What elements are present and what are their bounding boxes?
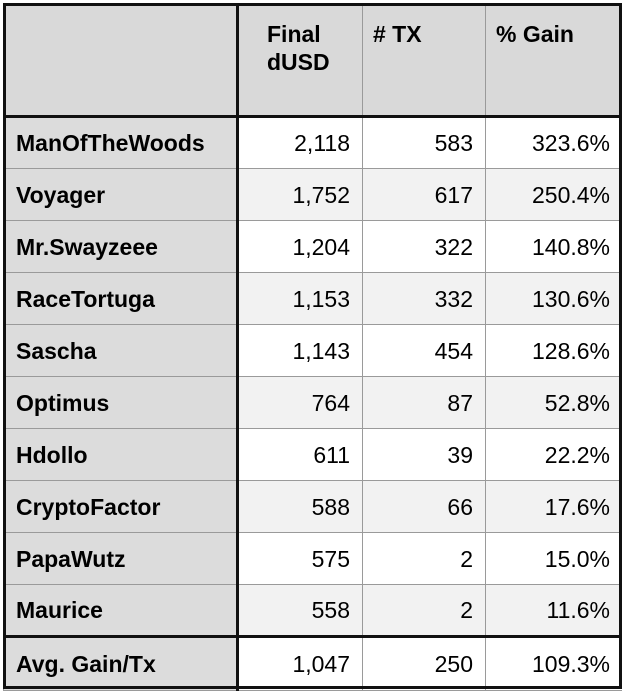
row-gain-percent: 130.6%	[485, 272, 622, 325]
row-gain-percent: 17.6%	[485, 480, 622, 533]
row-name: Maurice	[3, 584, 239, 637]
row-gain-percent: 140.8%	[485, 220, 622, 273]
row-tx-count: 66	[362, 480, 486, 533]
footer-row: Avg. Gain/Tx 1,047 250 109.3%	[3, 635, 622, 691]
table-row: Sascha 1,143 454 128.6%	[3, 324, 622, 377]
table-row: Optimus 764 87 52.8%	[3, 376, 622, 429]
row-final-dusd: 588	[237, 480, 363, 533]
row-tx-count: 332	[362, 272, 486, 325]
footer-tx: 250	[362, 635, 486, 691]
row-tx-count: 617	[362, 168, 486, 221]
row-name: Voyager	[3, 168, 239, 221]
header-final-dusd: Final dUSD	[237, 3, 363, 118]
row-final-dusd: 611	[237, 428, 363, 481]
row-tx-count: 2	[362, 584, 486, 637]
row-tx-count: 2	[362, 532, 486, 585]
row-name: Sascha	[3, 324, 239, 377]
row-name: Optimus	[3, 376, 239, 429]
footer-label: Avg. Gain/Tx	[3, 635, 239, 691]
footer-gain: 109.3%	[485, 635, 622, 691]
header-tx: # TX	[362, 3, 486, 118]
row-name: ManOfTheWoods	[3, 116, 239, 169]
row-gain-percent: 15.0%	[485, 532, 622, 585]
results-table: Final dUSD # TX % Gain ManOfTheWoods 2,11…	[3, 3, 622, 691]
row-final-dusd: 764	[237, 376, 363, 429]
row-gain-percent: 128.6%	[485, 324, 622, 377]
row-gain-percent: 323.6%	[485, 116, 622, 169]
header-name-cell	[3, 3, 239, 118]
table-row: Hdollo 611 39 22.2%	[3, 428, 622, 481]
table-row: ManOfTheWoods 2,118 583 323.6%	[3, 116, 622, 169]
table-row: Maurice 558 2 11.6%	[3, 584, 622, 637]
row-name: PapaWutz	[3, 532, 239, 585]
row-gain-percent: 22.2%	[485, 428, 622, 481]
header-final-line1: Final	[267, 21, 321, 47]
row-final-dusd: 1,752	[237, 168, 363, 221]
table-row: Mr.Swayzeee 1,204 322 140.8%	[3, 220, 622, 273]
row-tx-count: 583	[362, 116, 486, 169]
row-final-dusd: 1,143	[237, 324, 363, 377]
row-final-dusd: 1,153	[237, 272, 363, 325]
row-final-dusd: 558	[237, 584, 363, 637]
row-gain-percent: 52.8%	[485, 376, 622, 429]
row-name: Hdollo	[3, 428, 239, 481]
row-tx-count: 39	[362, 428, 486, 481]
row-gain-percent: 11.6%	[485, 584, 622, 637]
row-name: RaceTortuga	[3, 272, 239, 325]
row-gain-percent: 250.4%	[485, 168, 622, 221]
table-row: CryptoFactor 588 66 17.6%	[3, 480, 622, 533]
footer-final: 1,047	[237, 635, 363, 691]
row-tx-count: 454	[362, 324, 486, 377]
row-name: Mr.Swayzeee	[3, 220, 239, 273]
table-body: ManOfTheWoods 2,118 583 323.6% Voyager 1,752 6…	[3, 116, 622, 637]
header-row: Final dUSD # TX % Gain	[3, 3, 622, 118]
row-name: CryptoFactor	[3, 480, 239, 533]
row-final-dusd: 2,118	[237, 116, 363, 169]
row-final-dusd: 575	[237, 532, 363, 585]
header-gain: % Gain	[485, 3, 622, 118]
table-row: PapaWutz 575 2 15.0%	[3, 532, 622, 585]
row-final-dusd: 1,204	[237, 220, 363, 273]
row-tx-count: 322	[362, 220, 486, 273]
row-tx-count: 87	[362, 376, 486, 429]
table-row: RaceTortuga 1,153 332 130.6%	[3, 272, 622, 325]
table-row: Voyager 1,752 617 250.4%	[3, 168, 622, 221]
header-final-line2: dUSD	[267, 49, 330, 75]
